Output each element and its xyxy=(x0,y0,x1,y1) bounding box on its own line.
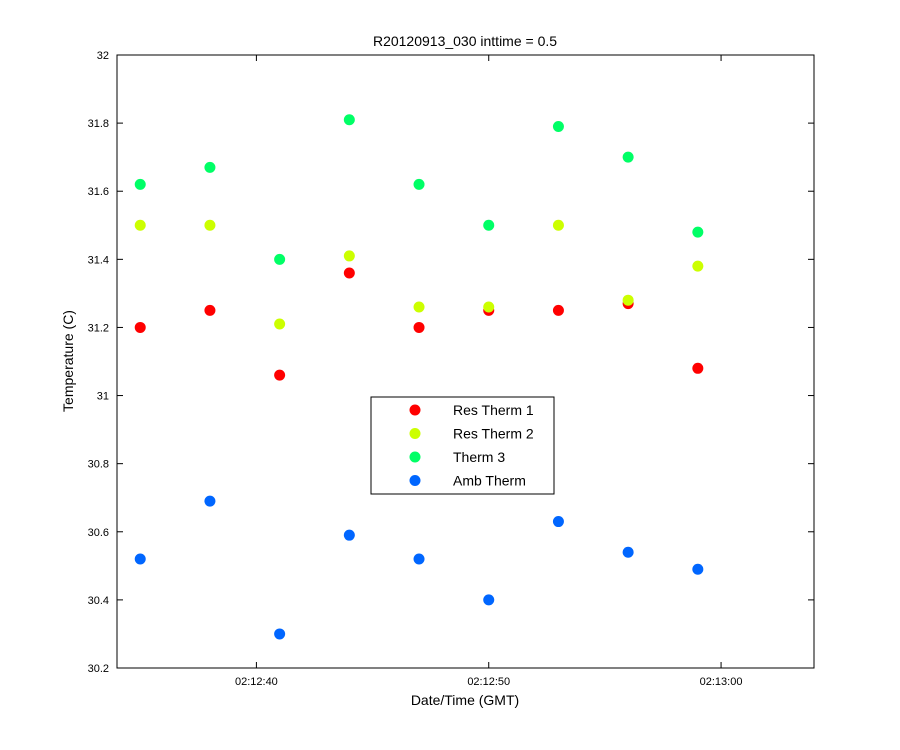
point-res-therm-2 xyxy=(413,301,425,313)
legend-label-res-therm-1: Res Therm 1 xyxy=(453,402,534,418)
point-res-therm-1 xyxy=(413,321,425,333)
legend-box xyxy=(370,396,555,495)
legend-label-res-therm-2: Res Therm 2 xyxy=(453,426,534,442)
y-tick-label: 31.4 xyxy=(88,254,109,266)
point-res-therm-2 xyxy=(622,294,634,306)
point-therm-3 xyxy=(274,253,286,265)
point-amb-therm xyxy=(552,516,564,528)
point-res-therm-1 xyxy=(134,321,146,333)
point-amb-therm xyxy=(413,553,425,565)
point-therm-3 xyxy=(483,219,495,231)
x-tick-label: 02:12:40 xyxy=(235,676,278,688)
point-therm-3 xyxy=(204,161,216,173)
legend-marker-res-therm-2 xyxy=(409,428,421,439)
point-res-therm-1 xyxy=(274,369,286,381)
y-tick-label: 32 xyxy=(97,50,109,62)
point-therm-3 xyxy=(343,114,355,126)
plot-area xyxy=(116,54,815,669)
point-res-therm-2 xyxy=(552,219,564,231)
point-res-therm-1 xyxy=(204,304,216,316)
point-therm-3 xyxy=(692,226,704,238)
x-tick-label: 02:13:00 xyxy=(700,676,743,688)
point-res-therm-2 xyxy=(692,260,704,272)
point-therm-3 xyxy=(552,121,564,133)
legend: Res Therm 1 Res Therm 2 Therm 3 Amb Therm xyxy=(370,396,555,495)
data-points xyxy=(134,114,704,640)
point-res-therm-2 xyxy=(343,250,355,262)
point-amb-therm xyxy=(343,529,355,541)
point-amb-therm xyxy=(483,594,495,606)
point-res-therm-2 xyxy=(134,219,146,231)
legend-label-therm-3: Therm 3 xyxy=(453,449,505,465)
point-amb-therm xyxy=(622,546,634,558)
point-res-therm-1 xyxy=(343,267,355,279)
point-amb-therm xyxy=(204,495,216,507)
y-tick-label: 30.8 xyxy=(88,459,109,471)
point-amb-therm xyxy=(274,628,286,640)
point-therm-3 xyxy=(413,178,425,190)
point-res-therm-2 xyxy=(274,318,286,330)
y-tick-label: 30.6 xyxy=(88,527,109,539)
y-tick-label: 30.2 xyxy=(88,663,109,675)
legend-marker-therm-3 xyxy=(409,451,421,463)
point-res-therm-1 xyxy=(692,362,704,374)
point-amb-therm xyxy=(134,553,146,565)
y-tick-label: 31.8 xyxy=(88,118,109,130)
point-amb-therm xyxy=(692,563,704,575)
x-tick-label: 02:12:50 xyxy=(467,676,510,688)
x-axis: 02:12:40 02:12:50 02:13:00 xyxy=(235,55,742,688)
x-axis-title: Date/Time (GMT) xyxy=(411,692,519,708)
point-therm-3 xyxy=(134,178,146,190)
y-axis: 30.2 30.4 30.6 30.8 31 31.2 31.4 31.6 31.8 32 xyxy=(88,50,814,675)
legend-marker-amb-therm xyxy=(409,475,421,486)
point-res-therm-2 xyxy=(204,219,216,231)
y-tick-label: 31 xyxy=(97,391,109,403)
point-res-therm-1 xyxy=(552,304,564,316)
y-tick-label: 31.6 xyxy=(88,186,109,198)
point-res-therm-2 xyxy=(483,301,495,313)
y-tick-label: 30.4 xyxy=(88,595,109,607)
y-axis-title: Temperature (C) xyxy=(60,310,76,412)
chart-title: R20120913_030 inttime = 0.5 xyxy=(373,33,557,49)
legend-marker-res-therm-1 xyxy=(409,404,421,416)
y-tick-label: 31.2 xyxy=(88,322,109,334)
legend-label-amb-therm: Amb Therm xyxy=(453,473,526,489)
point-therm-3 xyxy=(622,151,634,163)
